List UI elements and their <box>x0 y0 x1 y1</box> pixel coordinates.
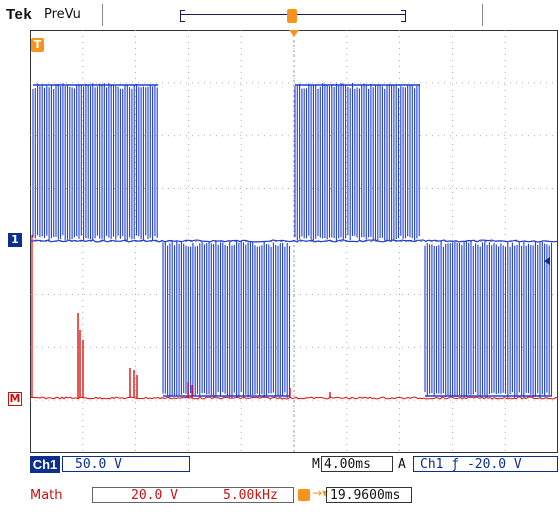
header-divider <box>102 4 103 26</box>
ch1-ground-marker-icon[interactable]: 1 <box>8 233 22 247</box>
graticule <box>30 30 558 453</box>
trigger-marker-icon[interactable]: T <box>31 38 44 52</box>
trigger-time-marker-icon[interactable] <box>289 30 299 37</box>
trigger-position-icon[interactable] <box>287 9 297 23</box>
trigger-prefix: A <box>398 457 406 472</box>
trigger-pos-icon <box>298 489 310 501</box>
ch1-baseline <box>30 239 558 243</box>
ch1-burst-positive <box>32 83 158 241</box>
math-status-bar: Math 20.0 V 5.00kHz →▾ 19.9600ms <box>30 486 558 505</box>
ch1-tag[interactable]: Ch1 <box>30 456 60 473</box>
channel-status-bar: Ch1 50.0 V M 4.00ms A Ch1 ƒ -20.0 V <box>30 456 558 474</box>
trigger-level-arrow-icon[interactable] <box>544 257 550 265</box>
acquisition-mode: PreVu <box>44 7 81 22</box>
math-frequency: 5.00kHz <box>223 488 278 503</box>
timebase-readout[interactable]: 4.00ms <box>321 456 393 472</box>
math-trace <box>30 396 558 400</box>
trigger-level: -20.0 V <box>466 457 522 472</box>
math-readout-box[interactable]: 20.0 V 5.00kHz <box>92 487 294 503</box>
ch1-burst-positive <box>294 83 420 241</box>
trigger-source: Ch1 <box>420 457 444 472</box>
brand-logo: Tek <box>6 6 33 23</box>
arrow-right-down-icon: →▾ <box>312 486 329 500</box>
ch1-scale-readout[interactable]: 50.0 V <box>62 456 190 472</box>
record-right-bracket <box>401 10 406 22</box>
timebase-prefix: M <box>312 457 320 472</box>
math-label: Math <box>30 488 63 503</box>
record-left-bracket <box>180 10 185 22</box>
ch1-burst-negative <box>162 241 291 398</box>
ch1-burst-negative <box>424 241 553 398</box>
header-divider-right <box>482 4 483 26</box>
math-ground-marker-icon[interactable]: M <box>8 392 22 406</box>
math-scale: 20.0 V <box>131 488 178 503</box>
trigger-slope-icon: ƒ <box>451 457 460 472</box>
trigger-readout[interactable]: Ch1 ƒ -20.0 V <box>413 456 558 472</box>
scope-header: Tek PreVu <box>0 0 560 30</box>
trigger-position-readout[interactable]: 19.9600ms <box>326 487 412 503</box>
